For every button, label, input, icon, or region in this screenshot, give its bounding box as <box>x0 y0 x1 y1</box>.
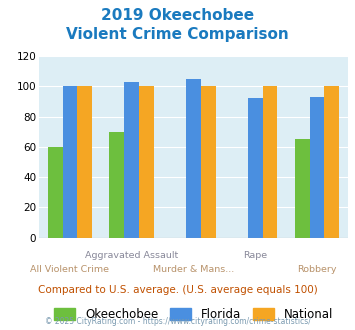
Text: Murder & Mans...: Murder & Mans... <box>153 265 234 274</box>
Bar <box>201 86 216 238</box>
Text: 2019 Okeechobee: 2019 Okeechobee <box>101 8 254 23</box>
Text: © 2025 CityRating.com - https://www.cityrating.com/crime-statistics/: © 2025 CityRating.com - https://www.city… <box>45 317 310 326</box>
Text: Robbery: Robbery <box>297 265 337 274</box>
Text: Violent Crime Comparison: Violent Crime Comparison <box>66 27 289 42</box>
Legend: Okeechobee, Florida, National: Okeechobee, Florida, National <box>49 304 338 326</box>
Text: Rape: Rape <box>243 251 267 260</box>
Bar <box>124 82 139 238</box>
Bar <box>139 86 154 238</box>
Bar <box>77 86 92 238</box>
Bar <box>186 79 201 238</box>
Bar <box>48 147 62 238</box>
Bar <box>248 98 263 238</box>
Bar <box>109 132 124 238</box>
Text: Aggravated Assault: Aggravated Assault <box>85 251 178 260</box>
Bar <box>324 86 339 238</box>
Bar <box>62 86 77 238</box>
Bar <box>295 139 310 238</box>
Text: Compared to U.S. average. (U.S. average equals 100): Compared to U.S. average. (U.S. average … <box>38 285 317 295</box>
Bar <box>263 86 278 238</box>
Bar <box>310 97 324 238</box>
Text: All Violent Crime: All Violent Crime <box>31 265 109 274</box>
